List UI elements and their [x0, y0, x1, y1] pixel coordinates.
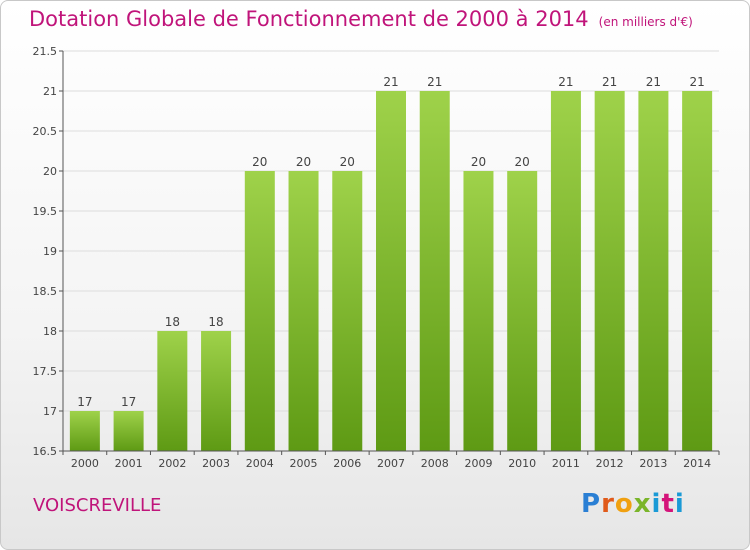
x-tick-label: 2008 [421, 457, 449, 470]
bar [594, 91, 625, 451]
data-label: 20 [296, 155, 311, 169]
bar [463, 171, 494, 451]
y-tick-label: 16.5 [33, 445, 58, 458]
proxiti-logo: Proxiti [581, 489, 685, 519]
data-label: 21 [427, 75, 442, 89]
bar [682, 91, 713, 451]
data-label: 20 [252, 155, 267, 169]
data-label: 21 [646, 75, 661, 89]
bar [69, 411, 100, 451]
x-tick-label: 2003 [202, 457, 230, 470]
x-tick-label: 2004 [246, 457, 274, 470]
bar [244, 171, 275, 451]
x-tick-label: 2006 [333, 457, 361, 470]
x-tick-label: 2002 [158, 457, 186, 470]
data-label: 21 [602, 75, 617, 89]
bar [550, 91, 581, 451]
y-axis-ticks: 16.5 17 17.5 18 18.5 19 19.5 20 20.5 21 21.5 [33, 45, 63, 458]
bar [201, 331, 232, 451]
chart-title: Dotation Globale de Fonctionnement de 20… [29, 7, 693, 31]
y-tick-label: 18 [43, 325, 57, 338]
bar [332, 171, 363, 451]
town-name: VOISCREVILLE [33, 495, 162, 516]
y-tick-label: 21.5 [33, 45, 58, 58]
y-tick-label: 20.5 [33, 125, 58, 138]
y-tick-label: 19 [43, 245, 57, 258]
data-label: 18 [208, 315, 223, 329]
x-tick-label: 2013 [639, 457, 667, 470]
y-tick-label: 19.5 [33, 205, 58, 218]
y-tick-label: 18.5 [33, 285, 58, 298]
data-label: 20 [515, 155, 530, 169]
x-tick-label: 2014 [683, 457, 711, 470]
x-tick-label: 2001 [115, 457, 143, 470]
x-tick-label: 2000 [71, 457, 99, 470]
data-label: 21 [689, 75, 704, 89]
x-tick-label: 2010 [508, 457, 536, 470]
chart-subtitle: (en milliers d'€) [598, 15, 693, 29]
bar [376, 91, 406, 451]
x-tick-label: 2011 [552, 457, 580, 470]
data-label: 21 [558, 75, 573, 89]
y-tick-label: 20 [43, 165, 57, 178]
bar [288, 171, 319, 451]
bar [507, 171, 538, 451]
x-axis-ticks: 2000 2001 2002 2003 2004 2005 2006 2007 2008 2009… [62, 451, 720, 470]
y-tick-label: 17.5 [33, 365, 58, 378]
data-label: 17 [77, 395, 92, 409]
bar [638, 91, 669, 451]
bar [113, 411, 144, 451]
data-label: 20 [340, 155, 355, 169]
data-label: 20 [471, 155, 486, 169]
x-tick-label: 2009 [464, 457, 492, 470]
x-tick-label: 2012 [596, 457, 624, 470]
data-label: 18 [165, 315, 180, 329]
bar [419, 91, 450, 451]
data-labels: 17 17 18 18 20 20 20 21 21 20 20 21 21 21 21 [77, 75, 705, 409]
data-label: 21 [383, 75, 398, 89]
x-tick-label: 2005 [290, 457, 318, 470]
title-text: Dotation Globale de Fonctionnement de 20… [29, 7, 589, 31]
x-tick-label: 2007 [377, 457, 405, 470]
bar [157, 331, 188, 451]
bars [69, 91, 713, 451]
y-tick-label: 17 [43, 405, 57, 418]
data-label: 17 [121, 395, 136, 409]
y-tick-label: 21 [43, 85, 57, 98]
